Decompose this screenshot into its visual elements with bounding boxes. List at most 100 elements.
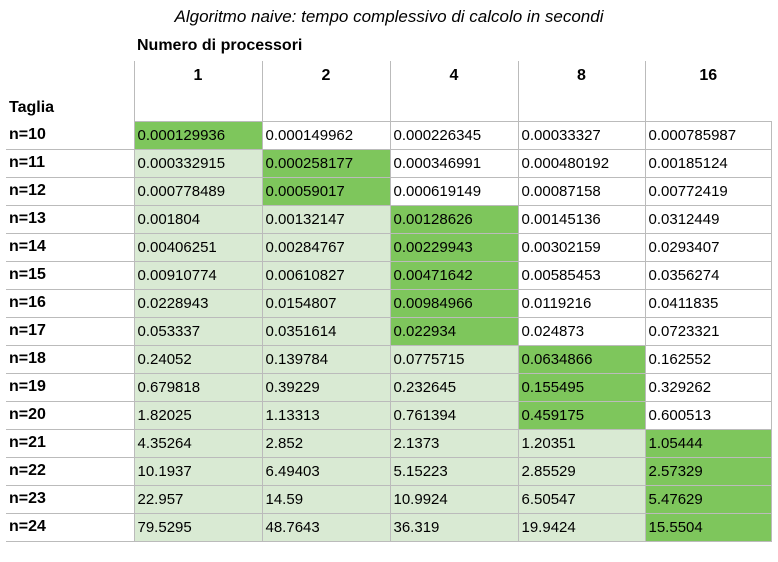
- corner-cell: [6, 61, 134, 90]
- time-cell: 0.139784: [261, 345, 390, 374]
- time-cell: 0.00585453: [517, 261, 645, 290]
- table-row: n=15 0.00910774 0.00610827 0.00471642 0.0058…: [6, 261, 772, 290]
- time-cell: 36.319: [389, 513, 518, 542]
- time-cell: 6.49403: [261, 457, 390, 486]
- row-header-row: Taglia: [6, 90, 771, 122]
- time-cell: 22.957: [133, 485, 262, 514]
- time-cell: 48.7643: [261, 513, 390, 542]
- time-cell: 1.05444: [644, 429, 772, 458]
- time-cell: 0.00132147: [261, 205, 390, 234]
- table-row: n=11 0.000332915 0.000258177 0.000346991 0.0…: [6, 149, 772, 178]
- table-row: n=18 0.24052 0.139784 0.0775715 0.0634866 0.1…: [6, 345, 772, 374]
- time-cell: 0.679818: [133, 373, 262, 402]
- row-label: n=19: [6, 373, 134, 402]
- row-label: n=12: [6, 177, 134, 206]
- time-cell: 0.00128626: [389, 205, 518, 234]
- empty-cell: [644, 90, 771, 122]
- time-cell: 0.459175: [517, 401, 645, 430]
- time-cell: 0.0293407: [644, 233, 772, 262]
- time-cell: 6.50547: [517, 485, 645, 514]
- time-cell: 0.39229: [261, 373, 390, 402]
- time-cell: 15.5504: [644, 513, 772, 542]
- table-row: n=10 0.000129936 0.000149962 0.000226345 0.0…: [6, 121, 772, 150]
- time-cell: 0.00185124: [644, 149, 772, 178]
- row-label: n=21: [6, 429, 134, 458]
- time-cell: 0.022934: [389, 317, 518, 346]
- column-header: 16: [644, 61, 771, 90]
- time-cell: 10.1937: [133, 457, 262, 486]
- time-cell: 0.329262: [644, 373, 772, 402]
- time-cell: 2.57329: [644, 457, 772, 486]
- time-cell: 0.000226345: [389, 121, 518, 150]
- time-cell: 0.24052: [133, 345, 262, 374]
- time-cell: 19.9424: [517, 513, 645, 542]
- row-label: n=11: [6, 149, 134, 178]
- table-row: n=20 1.82025 1.13313 0.761394 0.459175 0.6005…: [6, 401, 772, 430]
- time-cell: 0.00033327: [517, 121, 645, 150]
- time-cell: 0.00910774: [133, 261, 262, 290]
- table-row: n=17 0.053337 0.0351614 0.022934 0.024873 0.0…: [6, 317, 772, 346]
- time-cell: 10.9924: [389, 485, 518, 514]
- time-cell: 0.00302159: [517, 233, 645, 262]
- table-row: n=14 0.00406251 0.00284767 0.00229943 0.0030…: [6, 233, 772, 262]
- time-cell: 0.00284767: [261, 233, 390, 262]
- row-label: n=20: [6, 401, 134, 430]
- empty-cell: [517, 90, 645, 122]
- time-cell: 2.852: [261, 429, 390, 458]
- time-cell: 0.0228943: [133, 289, 262, 318]
- time-cell: 0.155495: [517, 373, 645, 402]
- time-cell: 0.0723321: [644, 317, 772, 346]
- time-cell: 14.59: [261, 485, 390, 514]
- time-cell: 0.0775715: [389, 345, 518, 374]
- table-row: n=13 0.001804 0.00132147 0.00128626 0.001451…: [6, 205, 772, 234]
- time-cell: 1.82025: [133, 401, 262, 430]
- time-cell: 0.232645: [389, 373, 518, 402]
- time-cell: 4.35264: [133, 429, 262, 458]
- row-label: n=15: [6, 261, 134, 290]
- column-header: 1: [133, 61, 262, 90]
- time-cell: 0.0119216: [517, 289, 645, 318]
- row-label: n=18: [6, 345, 134, 374]
- time-cell: 0.000149962: [261, 121, 390, 150]
- column-header: 4: [389, 61, 518, 90]
- column-header-row: 1 2 4 8 16: [6, 61, 771, 90]
- empty-cell: [133, 90, 262, 122]
- time-cell: 0.001804: [133, 205, 262, 234]
- time-cell: 0.600513: [644, 401, 772, 430]
- table-row: n=23 22.957 14.59 10.9924 6.50547 5.47629: [6, 485, 772, 514]
- time-cell: 0.00059017: [261, 177, 390, 206]
- time-cell: 0.00772419: [644, 177, 772, 206]
- time-cell: 1.20351: [517, 429, 645, 458]
- time-cell: 0.00406251: [133, 233, 262, 262]
- column-header: 2: [261, 61, 390, 90]
- table-row: n=24 79.5295 48.7643 36.319 19.9424 15.5504: [6, 513, 772, 542]
- time-cell: 0.053337: [133, 317, 262, 346]
- time-cell: 0.00087158: [517, 177, 645, 206]
- row-label: n=10: [6, 121, 134, 150]
- time-cell: 0.00471642: [389, 261, 518, 290]
- time-cell: 79.5295: [133, 513, 262, 542]
- time-cell: 0.0356274: [644, 261, 772, 290]
- time-cell: 0.0351614: [261, 317, 390, 346]
- time-cell: 0.0634866: [517, 345, 645, 374]
- time-cell: 0.000332915: [133, 149, 262, 178]
- time-cell: 0.000778489: [133, 177, 262, 206]
- column-group-header: Numero di processori: [137, 37, 303, 54]
- time-cell: 0.000346991: [389, 149, 518, 178]
- table-body: n=10 0.000129936 0.000149962 0.000226345 0.0…: [6, 121, 772, 542]
- table-title: Algoritmo naive: tempo complessivo di ca…: [174, 7, 604, 26]
- time-cell: 0.0411835: [644, 289, 772, 318]
- row-label: n=16: [6, 289, 134, 318]
- row-label: n=17: [6, 317, 134, 346]
- row-label: n=13: [6, 205, 134, 234]
- time-cell: 0.0312449: [644, 205, 772, 234]
- time-cell: 0.000785987: [644, 121, 772, 150]
- row-label: n=24: [6, 513, 134, 542]
- time-cell: 0.162552: [644, 345, 772, 374]
- table-row: n=12 0.000778489 0.00059017 0.000619149 0.00…: [6, 177, 772, 206]
- table-row: n=19 0.679818 0.39229 0.232645 0.155495 0.329…: [6, 373, 772, 402]
- time-cell: 0.000258177: [261, 149, 390, 178]
- empty-cell: [261, 90, 390, 122]
- time-cell: 1.13313: [261, 401, 390, 430]
- time-cell: 0.00145136: [517, 205, 645, 234]
